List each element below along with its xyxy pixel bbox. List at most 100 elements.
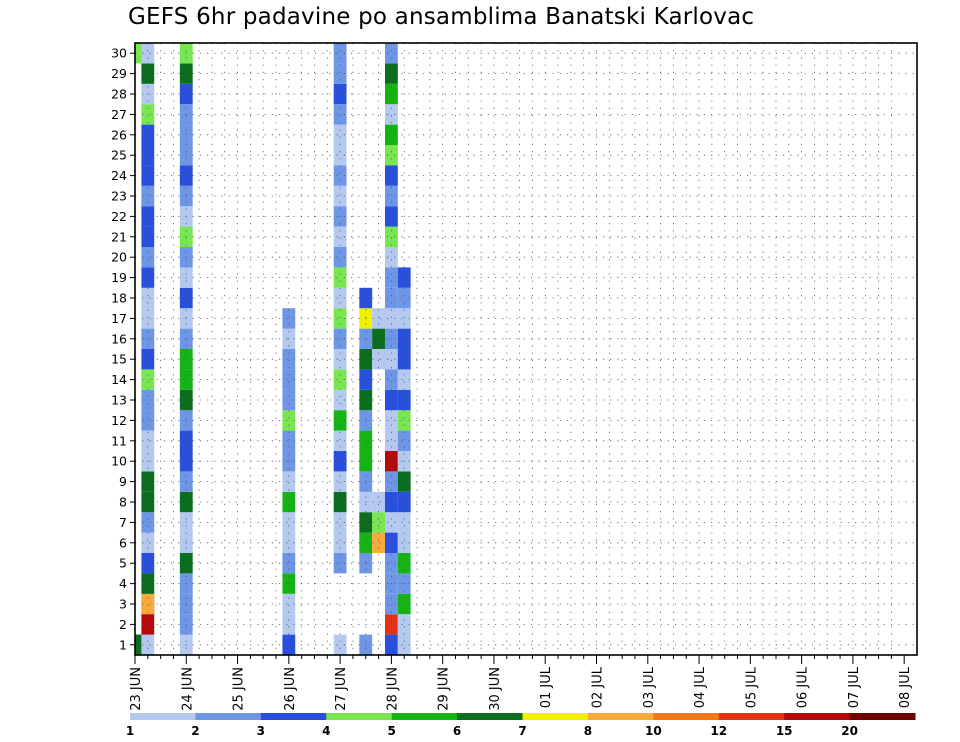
x-tick-label: 26 JUN <box>283 667 298 711</box>
heatmap-cell <box>333 634 347 655</box>
heatmap-cell <box>282 389 296 411</box>
colorbar-segment <box>587 713 654 720</box>
heatmap-cell <box>384 389 398 411</box>
y-tick-label: 25 <box>111 148 127 163</box>
colorbar-segment <box>195 713 262 720</box>
x-tick-label: 03 JUL <box>642 666 657 708</box>
x-tick-label: 02 JUL <box>591 666 606 708</box>
heatmap-cell <box>333 226 347 247</box>
y-tick-label: 4 <box>119 576 127 591</box>
y-tick-label: 7 <box>119 515 127 530</box>
heatmap-cell <box>141 124 155 145</box>
y-tick-label: 13 <box>111 393 127 408</box>
heatmap-cell <box>384 471 398 492</box>
colorbar-segment <box>457 713 523 720</box>
x-tick-label: 04 JUL <box>693 666 708 708</box>
heatmap-cell <box>333 491 347 513</box>
y-tick-label: 14 <box>111 372 127 387</box>
y-tick-label: 24 <box>111 168 127 183</box>
heatmap-cell <box>141 43 155 64</box>
y-tick-label: 19 <box>111 270 127 285</box>
y-tick-label: 8 <box>119 495 127 510</box>
x-tick-label: 30 JUN <box>488 667 503 711</box>
colorbar-segment <box>326 713 393 720</box>
heatmap-cell <box>141 226 155 247</box>
colorbar-label: 10 <box>645 724 662 738</box>
colorbar-label: 1 <box>126 724 134 738</box>
heatmap-cell <box>141 614 155 635</box>
heatmap-cell <box>282 349 296 370</box>
heatmap-cell <box>282 532 296 553</box>
x-tick-label: 05 JUL <box>744 666 759 708</box>
heatmap-cell <box>141 349 155 370</box>
heatmap-cell <box>333 124 347 145</box>
heatmap-cell <box>282 308 296 329</box>
heatmap-cell <box>333 308 347 329</box>
x-tick-label: 07 JUL <box>847 666 862 708</box>
heatmap-cell <box>333 553 347 574</box>
y-tick-label: 17 <box>111 311 127 326</box>
heatmap-cell <box>141 430 155 451</box>
x-tick-label: 29 JUN <box>437 667 452 711</box>
heatmap-cell <box>333 349 347 370</box>
y-tick-label: 26 <box>111 127 127 142</box>
heatmap-cell <box>141 410 155 431</box>
colorbar-label: 6 <box>453 724 461 738</box>
heatmap-cell <box>384 104 398 125</box>
heatmap-cell <box>333 145 347 166</box>
heatmap-cell <box>384 63 398 84</box>
heatmap-cell <box>282 512 296 533</box>
heatmap-cell <box>141 389 155 411</box>
heatmap-cell <box>333 471 347 492</box>
heatmap-cell <box>282 553 296 574</box>
heatmap-cell <box>397 349 411 370</box>
x-tick-label: 08 JUL <box>898 666 913 708</box>
heatmap-cell <box>384 430 398 451</box>
colorbar-label: 15 <box>776 724 793 738</box>
heatmap-cell <box>282 471 296 492</box>
heatmap-cell <box>372 532 385 553</box>
y-tick-label: 29 <box>111 66 127 81</box>
heatmap-cell <box>141 369 155 390</box>
colorbar-segment <box>260 713 327 720</box>
colorbar-label: 2 <box>191 724 199 738</box>
heatmap-cell <box>384 593 398 615</box>
x-tick-label: 23 JUN <box>129 667 144 711</box>
heatmap-cell <box>141 267 155 288</box>
heatmap-cell <box>282 634 296 655</box>
colorbar-label: 3 <box>257 724 265 738</box>
heatmap-cell <box>333 532 347 553</box>
chart-title: GEFS 6hr padavine po ansamblima Banatski… <box>128 4 755 30</box>
y-tick-label: 10 <box>111 454 127 469</box>
y-tick-label: 21 <box>111 229 127 244</box>
heatmap-cell <box>333 43 347 64</box>
colorbar-label: 20 <box>841 724 858 738</box>
x-tick-label: 28 JUN <box>385 667 400 711</box>
heatmap-cell <box>397 410 411 431</box>
colorbar-segment <box>391 713 458 720</box>
heatmap-cell <box>282 369 296 390</box>
y-tick-label: 5 <box>119 556 127 571</box>
heatmap-cell <box>333 63 347 84</box>
heatmap-cell <box>384 369 398 390</box>
heatmap-cell <box>141 491 155 513</box>
heatmap-cell <box>384 287 398 309</box>
heatmap-cell <box>384 165 398 186</box>
heatmap-cell <box>384 226 398 247</box>
heatmap-cell <box>397 593 411 615</box>
heatmap-cell <box>384 247 398 268</box>
heatmap-cell <box>141 247 155 268</box>
heatmap-cell <box>333 369 347 390</box>
heatmap-cell <box>141 145 155 166</box>
x-tick-label: 25 JUN <box>232 667 247 711</box>
colorbar-label: 4 <box>322 724 330 738</box>
heatmap-cell <box>333 430 347 451</box>
heatmap-cell <box>282 491 296 513</box>
x-tick-label: 06 JUL <box>796 666 811 708</box>
y-tick-label: 18 <box>111 291 127 306</box>
y-tick-label: 28 <box>111 87 127 102</box>
heatmap-cell <box>282 593 296 615</box>
heatmap-cell <box>141 471 155 492</box>
heatmap-cell <box>384 308 398 329</box>
colorbar-segment <box>130 713 196 720</box>
